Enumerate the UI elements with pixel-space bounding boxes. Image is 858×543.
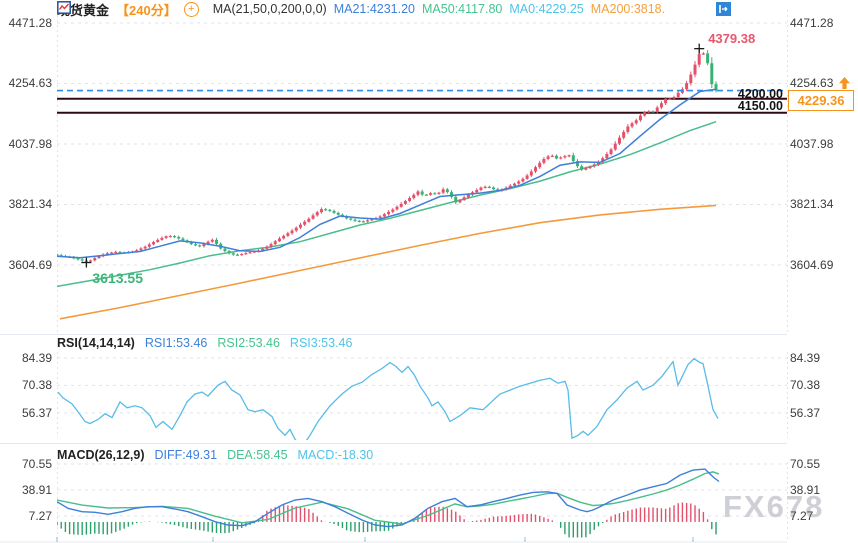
axis-label: 3604.69 <box>8 258 52 272</box>
macd-label: MACD(26,12,9) <box>57 448 145 462</box>
rsi1-value: RSI1:53.46 <box>144 336 208 350</box>
axis-label: 4471.28 <box>8 15 52 30</box>
rsi3-value: RSI3:53.46 <box>289 336 353 350</box>
ma50-value: MA50:4117.80 <box>422 2 503 16</box>
level-4150-label: 4150.00 <box>737 98 783 113</box>
rsi-pane-header: RSI(14,14,14) RSI1:53.46 RSI2:53.46 RSI3… <box>57 336 352 350</box>
axis-label: 3604.69 <box>790 258 834 272</box>
main-chart-header: 现货黄金 【240分】 + MA(21,50,0,200,0,0) MA21:4… <box>57 1 666 18</box>
axis-highlight-tool-button[interactable] <box>716 2 767 16</box>
macd-pane <box>57 468 720 538</box>
axis-scale-tool-button[interactable] <box>716 2 749 16</box>
axis-label: 7.27 <box>790 508 814 523</box>
axis-label: 84.39 <box>21 350 52 365</box>
macd-pane-header: MACD(26,12,9) DIFF:49.31 DEA:58.45 MACD:… <box>57 448 373 462</box>
candles-layer <box>57 48 718 263</box>
axis-label: 70.38 <box>21 378 52 393</box>
rsi2-value: RSI2:53.46 <box>217 336 280 350</box>
axis-label: 4254.63 <box>790 76 834 91</box>
ma-settings-label: MA(21,50,0,200,0,0) <box>212 2 327 16</box>
fx678-watermark: FX678 <box>723 489 825 524</box>
ma0-value: MA0:4229.25 <box>509 2 584 16</box>
axis-label: 84.39 <box>790 350 821 365</box>
axis-label: 4254.63 <box>8 76 52 91</box>
add-indicator-icon[interactable]: + <box>183 1 199 17</box>
axis-label: 56.37 <box>21 405 52 420</box>
axis-label: 7.27 <box>28 508 52 523</box>
low-price-label: 3613.55 <box>92 269 143 286</box>
axis-label: 4471.28 <box>790 15 834 30</box>
axis-label: 70.38 <box>790 378 821 393</box>
price-pane <box>57 48 787 320</box>
chart-toolbar <box>716 2 785 16</box>
axis-label: 4037.98 <box>790 136 834 151</box>
axis-label: 3821.34 <box>790 197 834 212</box>
current-price-badge: 4229.36 <box>788 89 854 111</box>
axis-label: 38.91 <box>21 482 52 497</box>
axis-label: 70.55 <box>21 457 52 471</box>
level-4200-label: 4200.00 <box>737 86 783 101</box>
axis-label: 3821.34 <box>8 197 52 212</box>
axis-label: 38.91 <box>790 482 821 497</box>
macd-value: MACD:-18.30 <box>297 448 374 462</box>
rsi-pane <box>57 357 719 440</box>
axis-label: 4037.98 <box>8 136 52 151</box>
axis-label: 70.55 <box>790 457 821 471</box>
period-label: 【240分】 <box>116 2 177 18</box>
pane-collapse-tool-button[interactable] <box>716 2 785 16</box>
diff-value: DIFF:49.31 <box>154 448 218 462</box>
ma200-value: MA200:3818. <box>590 2 666 16</box>
high-price-label: 4379.38 <box>708 30 756 46</box>
dea-value: DEA:58.45 <box>227 448 288 462</box>
ma21-value: MA21:4231.20 <box>333 2 415 16</box>
rsi-label: RSI(14,14,14) <box>57 336 135 350</box>
axis-label: 56.37 <box>790 405 821 420</box>
